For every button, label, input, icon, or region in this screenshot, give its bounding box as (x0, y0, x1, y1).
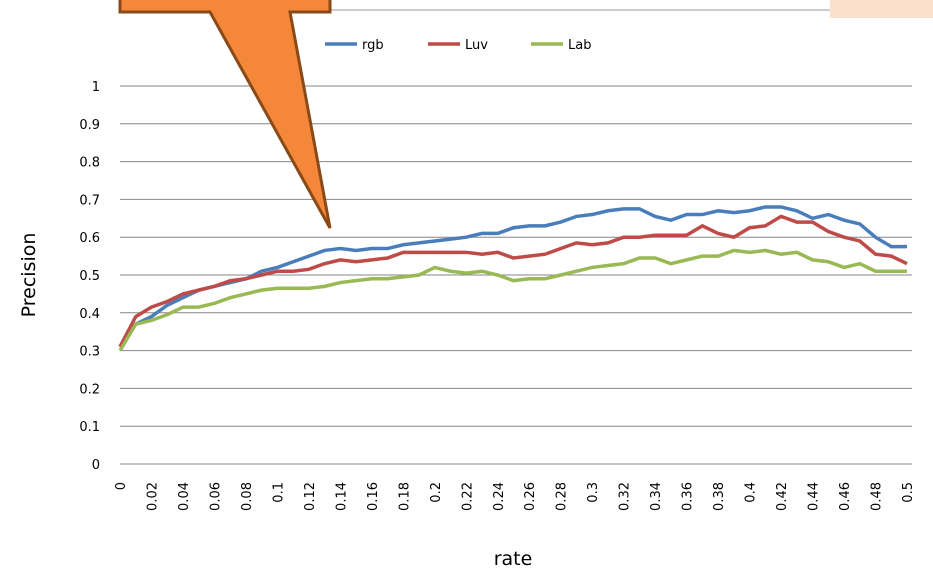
x-tick-label: 0.06 (208, 482, 223, 511)
x-tick-label: 0.34 (649, 482, 664, 511)
x-axis-label: rate (494, 548, 533, 570)
x-tick-label: 0.2 (429, 482, 444, 503)
y-tick-label: 0.2 (79, 382, 100, 397)
y-tick-label: 0.6 (79, 231, 100, 246)
x-tick-label: 0.16 (366, 482, 381, 511)
y-tick-label: 0.3 (79, 345, 100, 360)
x-tick-label: 0.38 (712, 482, 727, 511)
x-tick-label: 0.32 (618, 482, 633, 511)
y-tick-label: 0.1 (79, 420, 100, 435)
x-tick-label: 0.1 (271, 482, 286, 503)
x-tick-label: 0.04 (177, 482, 192, 511)
x-tick-label: 0.42 (775, 482, 790, 511)
x-tick-label: 0.4 (744, 482, 759, 503)
x-tick-label: 0.08 (240, 482, 255, 511)
x-tick-label: 0.48 (870, 482, 885, 511)
x-tick-label: 0.44 (807, 482, 822, 511)
x-tick-label: 0.02 (145, 482, 160, 511)
y-tick-label: 0.9 (79, 118, 100, 133)
callout (118, 0, 332, 229)
x-tick-label: 0.5 (901, 482, 916, 503)
legend-label: rgb (362, 38, 384, 53)
y-tick-label: 0.8 (79, 156, 100, 171)
series-line (118, 214, 908, 348)
x-tick-label: 0.12 (303, 482, 318, 511)
y-tick-label: 0 (92, 458, 100, 473)
x-tick-label: 0.36 (681, 482, 696, 511)
y-tick-label: 0.5 (79, 269, 100, 284)
series-line (118, 248, 907, 352)
x-tick-label: 0.24 (492, 482, 507, 511)
x-tick-label: 0.46 (838, 482, 853, 511)
series-line (118, 205, 907, 348)
x-tick-label: 0.28 (555, 482, 570, 511)
legend-label: Luv (465, 38, 488, 53)
legend: rgb Luv Lab (325, 38, 591, 53)
x-tick-label: 0.3 (586, 482, 601, 503)
x-tick-label: 0 (114, 482, 129, 490)
x-tick-label: 0.14 (334, 482, 349, 511)
plot: 0 0.1 0.2 0.3 0.4 0.5 0.6 0.7 0.8 0.9 1 0 0.02 0.04 0.… (79, 80, 916, 511)
y-tick-label: 0.7 (79, 193, 100, 208)
y-tick-label: 0.4 (79, 307, 100, 322)
x-tick-label: 0.18 (397, 482, 412, 511)
legend-label: Lab (568, 38, 591, 53)
y-axis-label: Precision (18, 233, 40, 318)
y-tick-label: 1 (92, 80, 100, 95)
x-tick-label: 0.22 (460, 482, 475, 511)
decoration (830, 0, 933, 18)
x-tick-label: 0.26 (523, 482, 538, 511)
